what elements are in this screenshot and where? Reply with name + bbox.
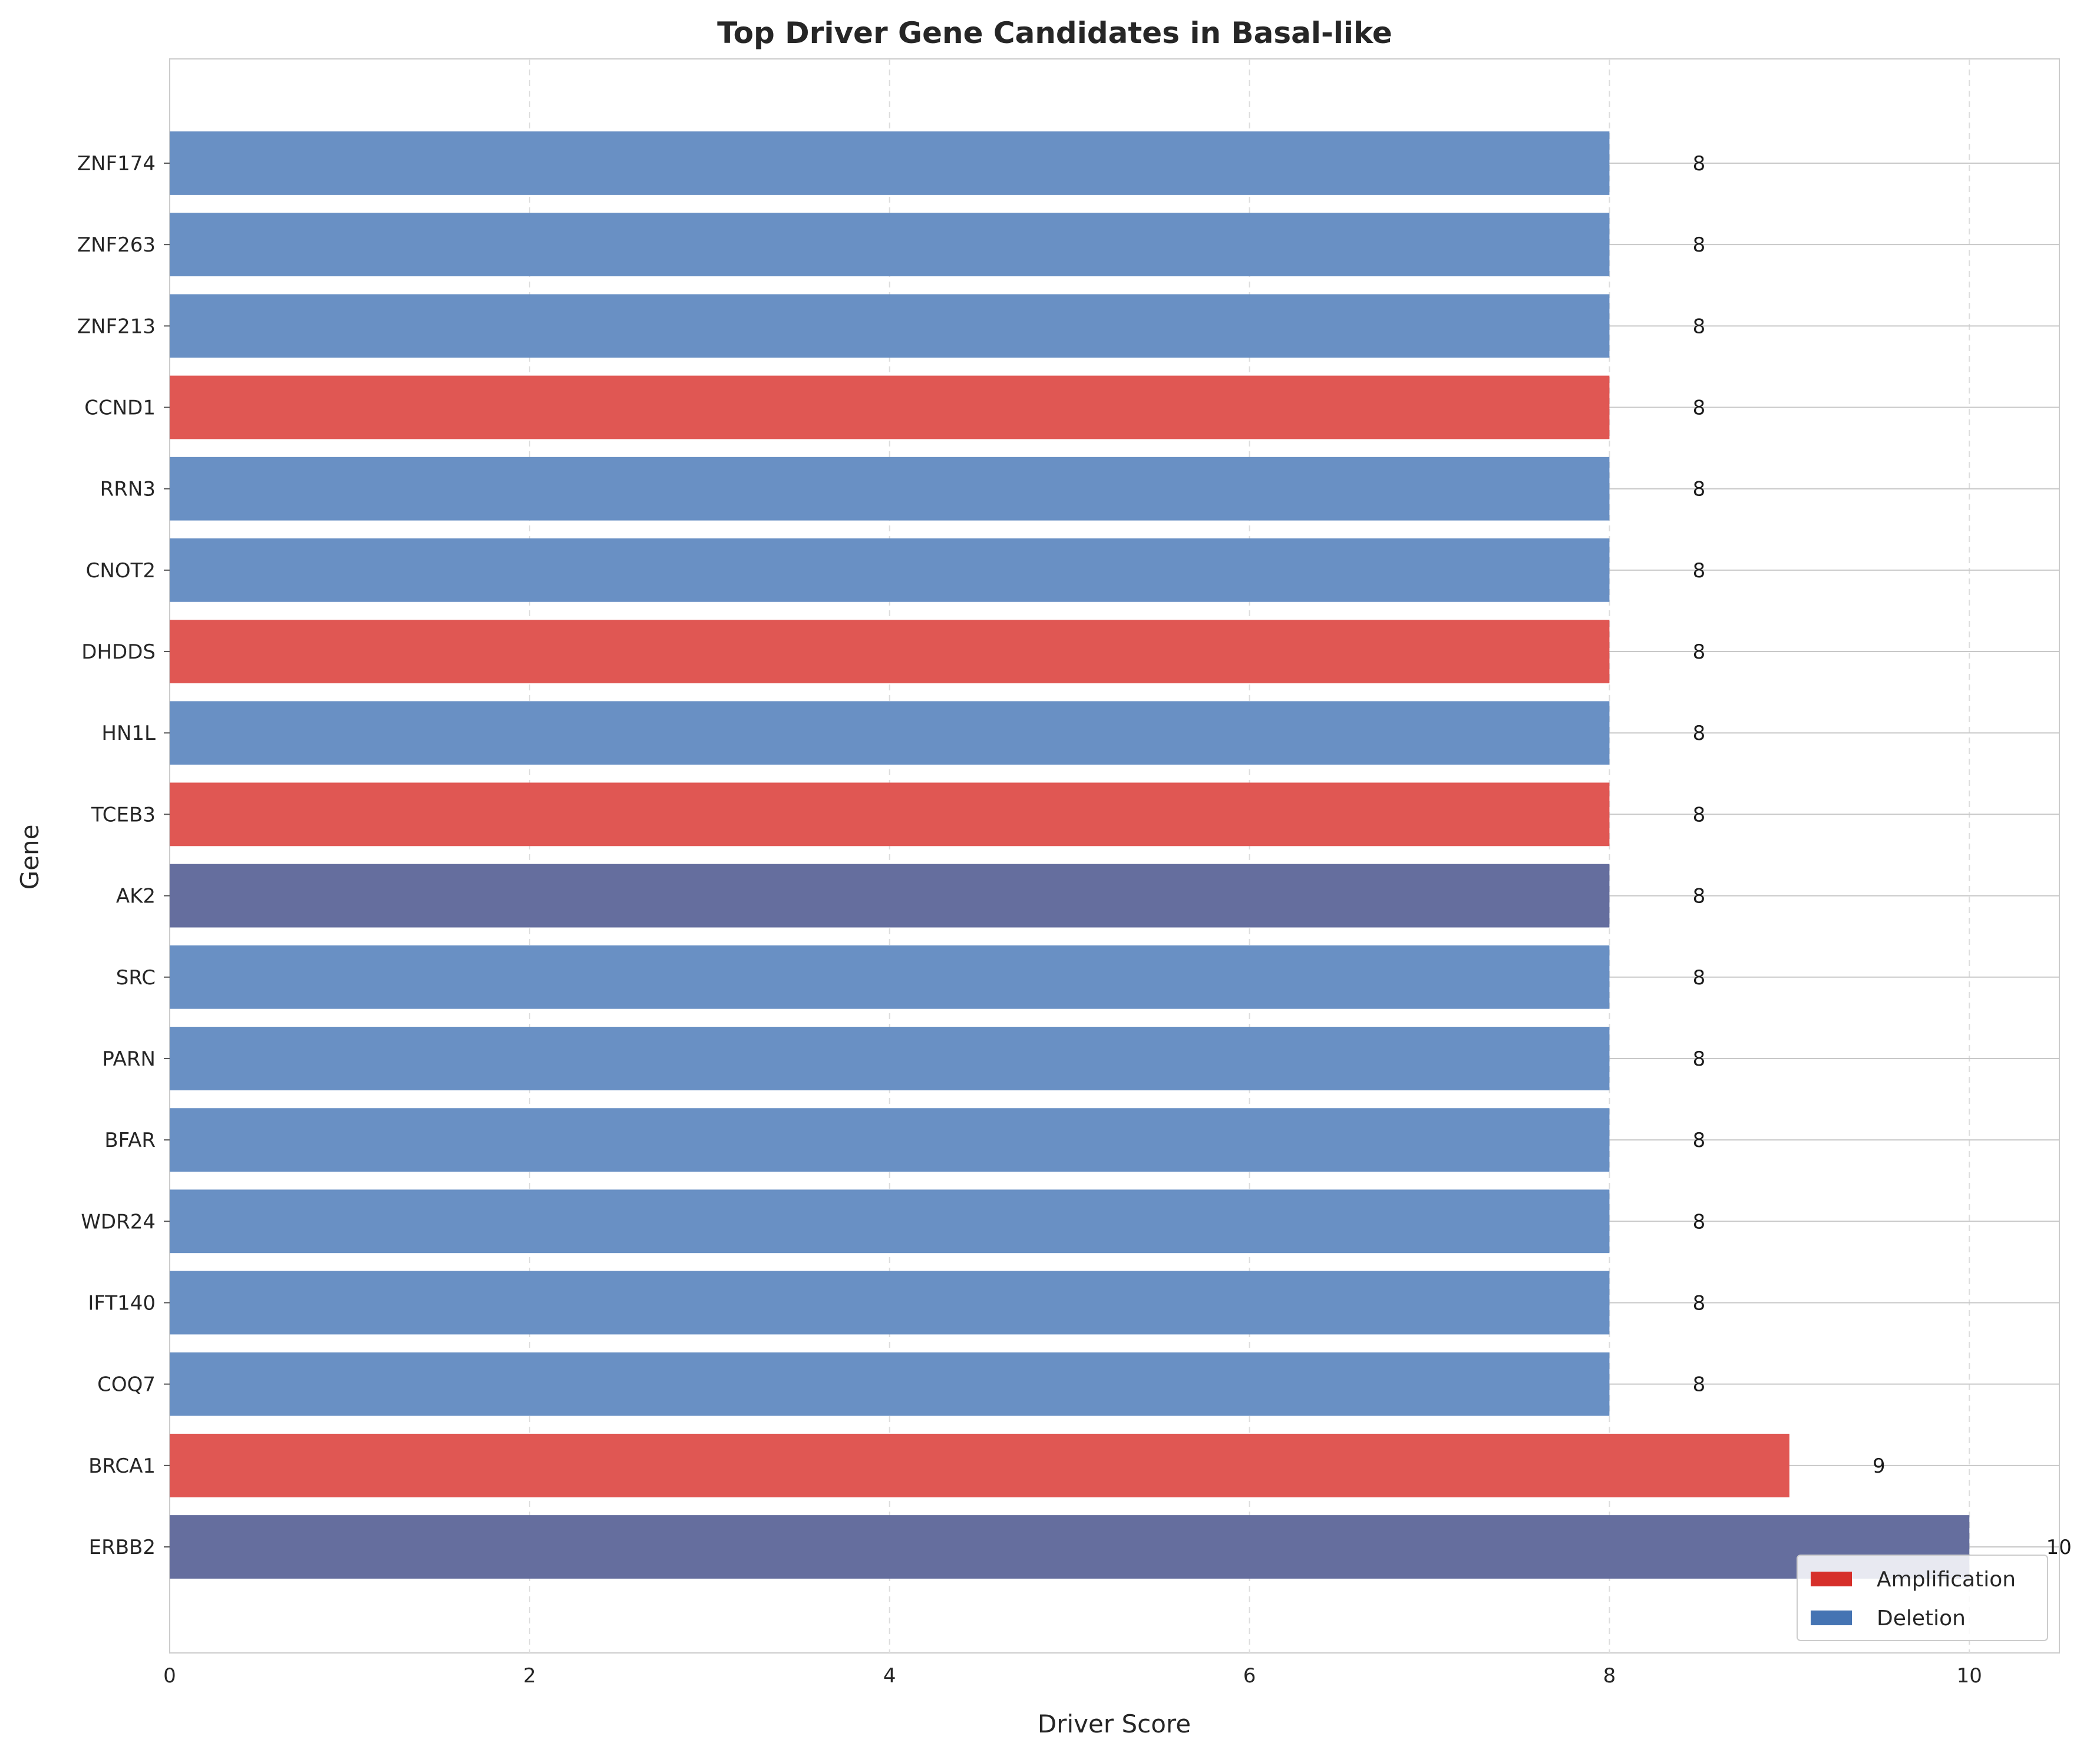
y-tick-label-znf174: ZNF174 [77, 152, 156, 176]
y-tick-label-ak2: AK2 [116, 885, 156, 908]
bar-tceb3 [170, 782, 1610, 846]
bar-erbb2 [170, 1515, 1970, 1579]
value-label-wdr24: 8 [1693, 1210, 1706, 1234]
bar-znf174 [170, 131, 1610, 195]
legend-box [1797, 1555, 2048, 1641]
x-tick-label-4: 4 [883, 1664, 896, 1688]
value-label-coq7: 8 [1693, 1373, 1706, 1397]
y-tick-label-erbb2: ERBB2 [89, 1536, 156, 1559]
value-label-ift140: 8 [1693, 1291, 1706, 1315]
legend-label-amplification: Amplification [1877, 1568, 2016, 1592]
y-axis-ticks: ZNF174 ZNF263 ZNF213 CCND1 RRN3 CNOT2 DHDDS HN1… [77, 152, 170, 1559]
y-axis-label: Gene [15, 825, 44, 890]
y-tick-label-brca1: BRCA1 [88, 1454, 156, 1478]
y-tick-label-parn: PARN [102, 1047, 156, 1071]
bar-parn [170, 1027, 1610, 1090]
x-tick-label-8: 8 [1603, 1664, 1616, 1688]
value-label-ccnd1: 8 [1693, 396, 1706, 420]
value-label-ak2: 8 [1693, 885, 1706, 908]
value-label-cnot2: 8 [1693, 559, 1706, 583]
bar-coq7 [170, 1352, 1610, 1416]
y-tick-label-wdr24: WDR24 [81, 1210, 156, 1234]
bar-cnot2 [170, 538, 1610, 602]
value-label-tceb3: 8 [1693, 803, 1706, 826]
bar-dhdds [170, 620, 1610, 683]
bar-brca1 [170, 1433, 1789, 1497]
y-tick-label-hn1l: HN1L [101, 722, 156, 745]
bar-hn1l [170, 701, 1610, 765]
y-tick-label-tceb3: TCEB3 [91, 803, 156, 826]
legend-swatch-amplification [1811, 1572, 1852, 1586]
value-label-znf213: 8 [1693, 315, 1706, 338]
value-label-src: 8 [1693, 966, 1706, 990]
value-labels: 8 8 8 8 8 8 8 8 8 8 8 8 8 8 8 8 9 10 [1693, 152, 2072, 1559]
bar-bfar [170, 1108, 1610, 1172]
value-label-dhdds: 8 [1693, 640, 1706, 664]
y-tick-label-znf213: ZNF213 [77, 315, 156, 338]
x-tick-label-10: 10 [1957, 1664, 1982, 1688]
bar-ift140 [170, 1271, 1610, 1335]
x-tick-label-0: 0 [163, 1664, 176, 1688]
bar-ccnd1 [170, 375, 1610, 439]
legend: Amplification Deletion [1797, 1555, 2048, 1641]
bars [170, 131, 1970, 1579]
y-tick-label-cnot2: CNOT2 [86, 559, 156, 583]
bar-rrn3 [170, 457, 1610, 521]
x-axis-label: Driver Score [1038, 1709, 1191, 1738]
x-axis-ticks: 0 2 4 6 8 10 [163, 1664, 1982, 1688]
y-tick-label-bfar: BFAR [104, 1129, 156, 1152]
legend-swatch-deletion [1811, 1611, 1852, 1625]
y-tick-label-ccnd1: CCND1 [84, 396, 156, 420]
y-tick-label-dhdds: DHDDS [81, 640, 156, 664]
value-label-brca1: 9 [1873, 1454, 1886, 1478]
y-tick-label-ift140: IFT140 [88, 1291, 156, 1315]
value-label-bfar: 8 [1693, 1129, 1706, 1152]
y-tick-label-coq7: COQ7 [97, 1373, 156, 1397]
value-label-rrn3: 8 [1693, 478, 1706, 501]
bar-wdr24 [170, 1189, 1610, 1254]
value-label-znf174: 8 [1693, 152, 1706, 176]
bar-src [170, 945, 1610, 1009]
value-label-znf263: 8 [1693, 233, 1706, 257]
legend-label-deletion: Deletion [1877, 1606, 1966, 1631]
x-tick-label-6: 6 [1243, 1664, 1256, 1688]
value-label-parn: 8 [1693, 1047, 1706, 1071]
chart-title: Top Driver Gene Candidates in Basal-like [717, 16, 1392, 50]
bar-znf263 [170, 213, 1610, 277]
bar-znf213 [170, 294, 1610, 358]
value-label-hn1l: 8 [1693, 722, 1706, 745]
bar-ak2 [170, 864, 1610, 928]
value-label-erbb2: 10 [2046, 1536, 2072, 1559]
x-tick-label-2: 2 [523, 1664, 536, 1688]
y-tick-label-znf263: ZNF263 [77, 233, 156, 257]
y-tick-label-src: SRC [116, 966, 156, 990]
y-tick-label-rrn3: RRN3 [100, 478, 156, 501]
